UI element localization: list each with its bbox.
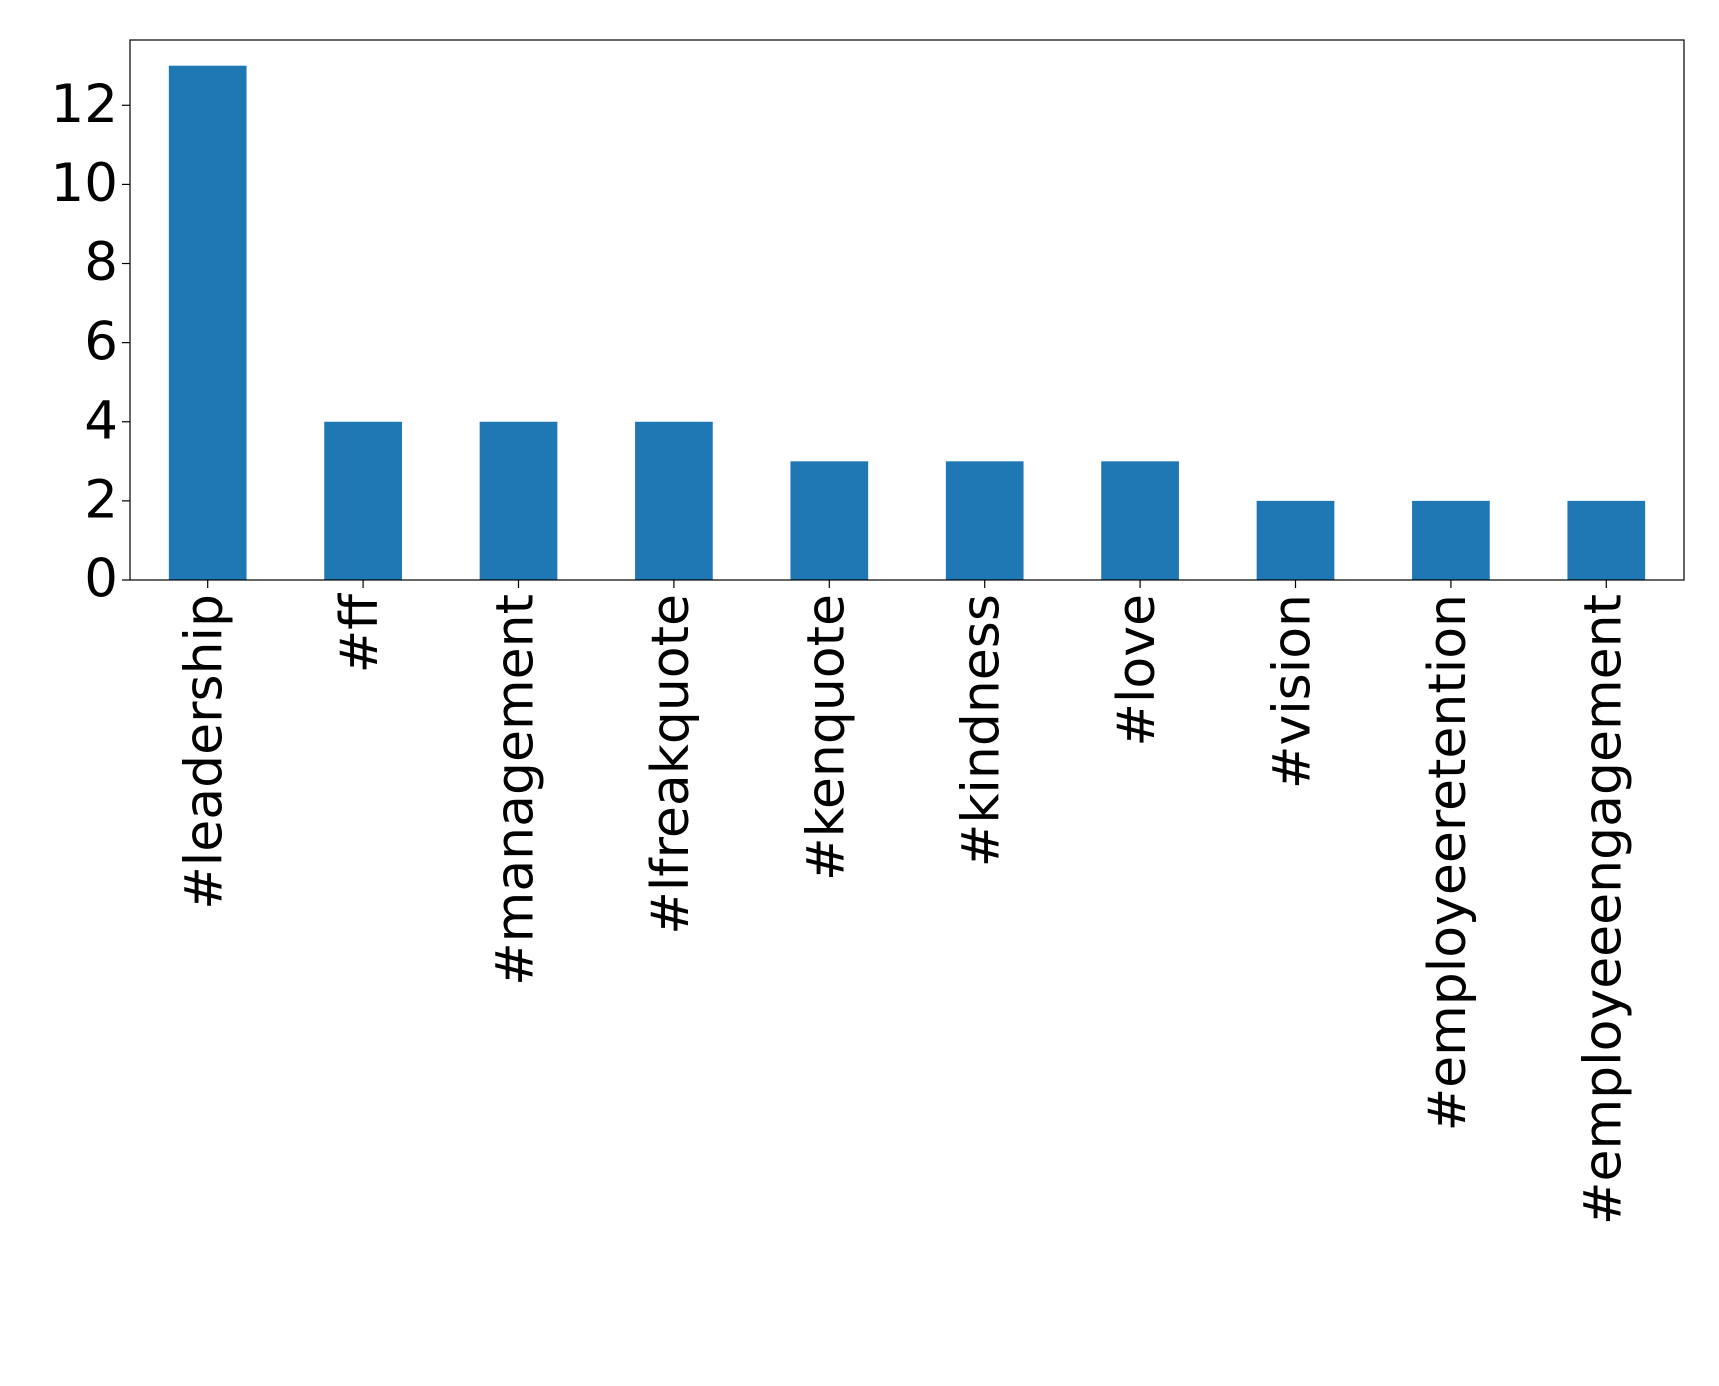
plot-frame	[129, 39, 1685, 581]
x-tick-label: #employeeengagement	[1573, 594, 1633, 1225]
x-tick-label: #ff	[330, 593, 390, 674]
bar	[1256, 500, 1335, 580]
bar	[324, 421, 402, 580]
bar	[1412, 500, 1490, 580]
bar	[945, 461, 1024, 580]
y-tick-label: 8	[84, 232, 118, 293]
x-tick-label: #vision	[1263, 594, 1323, 789]
y-tick-label: 10	[51, 153, 118, 214]
bar	[635, 421, 713, 580]
x-tick-label: #management	[486, 594, 546, 986]
x-tick-label: #love	[1107, 594, 1167, 747]
x-tick-label: #kindness	[952, 594, 1012, 867]
y-tick-label: 0	[84, 549, 118, 610]
x-tick-label: #employeeretention	[1418, 594, 1478, 1131]
y-tick-label: 2	[84, 470, 118, 531]
bar	[479, 421, 558, 580]
y-tick-label: 6	[84, 311, 118, 372]
x-tick-label: #lfreakquote	[641, 594, 701, 935]
bar	[1101, 461, 1179, 580]
bar	[168, 65, 247, 580]
y-tick-label: 4	[84, 390, 118, 451]
x-tick-label: #kenquote	[796, 594, 856, 881]
bar	[790, 461, 869, 580]
y-tick-label: 12	[51, 74, 118, 135]
bar	[1567, 500, 1646, 580]
x-tick-label: #leadership	[175, 594, 235, 910]
